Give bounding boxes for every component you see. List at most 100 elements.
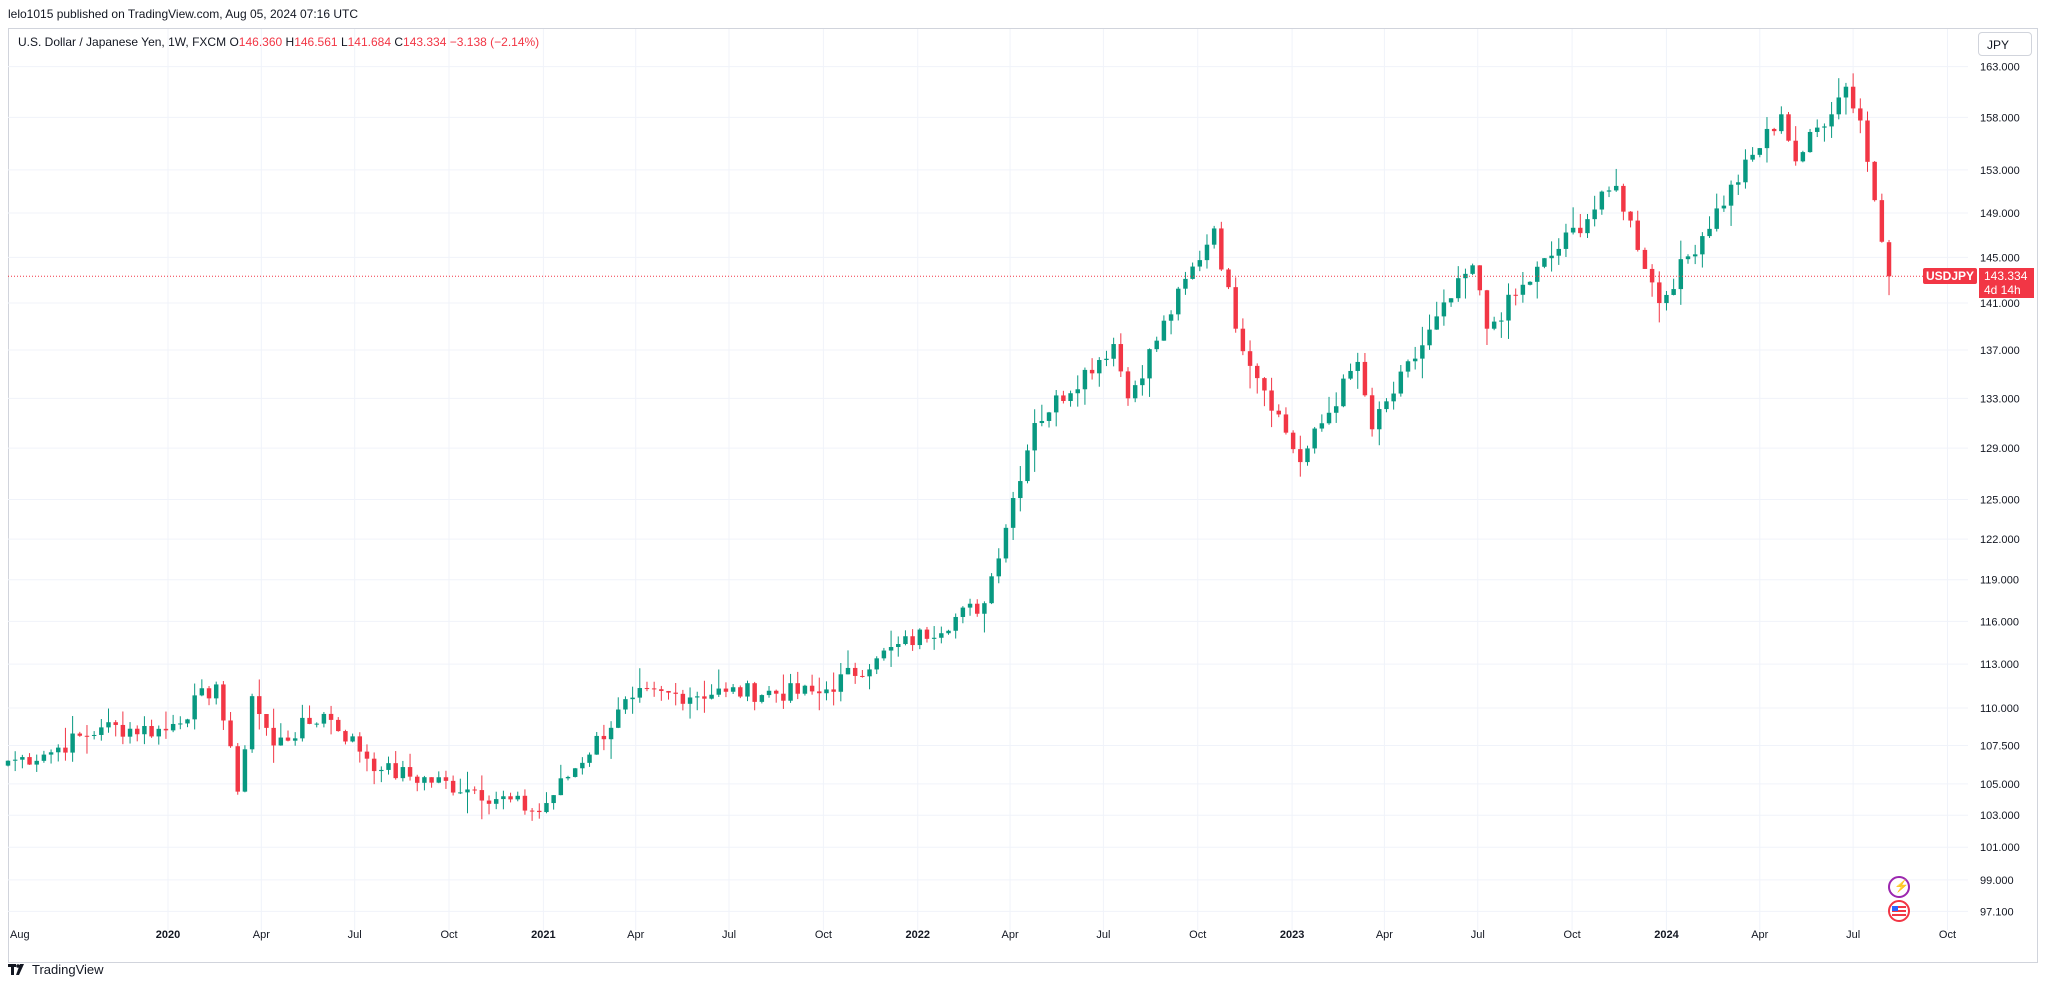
candle-body — [1621, 185, 1626, 212]
candle-body — [178, 723, 183, 725]
candle-body — [508, 796, 513, 800]
candle-body — [1240, 328, 1246, 352]
candle-body — [903, 636, 908, 645]
candle-body — [450, 780, 456, 793]
candle-body — [1326, 412, 1332, 424]
brand-name: TradingView — [32, 962, 104, 977]
candle-body — [1822, 126, 1827, 128]
lightning-icon[interactable] — [1888, 876, 1910, 898]
candle-body — [838, 674, 844, 692]
candle-body — [565, 776, 571, 779]
candle-body — [687, 697, 693, 704]
candle-body — [56, 747, 61, 753]
candle-body — [350, 736, 355, 742]
candle-body — [781, 693, 786, 701]
candle-body — [113, 722, 118, 725]
candle-body — [960, 607, 966, 617]
candle-body — [1714, 208, 1719, 229]
candle-body — [1053, 395, 1059, 413]
candle-body — [1671, 289, 1676, 295]
legend-change: −3.138 (−2.14%) — [449, 35, 540, 49]
candle-body — [1039, 420, 1045, 424]
candle-body — [1305, 448, 1310, 463]
candle-body — [1592, 209, 1597, 220]
candle-body — [644, 688, 650, 690]
legend-close: C143.334 — [394, 35, 447, 49]
chart-pane[interactable] — [8, 28, 2038, 963]
candle-body — [953, 616, 958, 631]
time-axis[interactable]: Aug 2020 Apr Jul Oct 2021 Apr Jul Oct 2022 Apr Jul O… — [10, 929, 1956, 941]
candle-body — [551, 795, 556, 804]
candle-body — [1506, 294, 1511, 321]
candle-body — [1771, 128, 1777, 132]
candle-body — [479, 790, 485, 801]
candle-body — [1032, 423, 1037, 451]
time-tick-label: Oct — [440, 929, 457, 941]
candle-body — [163, 728, 169, 731]
candle-body — [1649, 268, 1655, 283]
candle-body — [852, 667, 858, 676]
candle-body — [773, 690, 779, 694]
candle-body — [1333, 406, 1339, 413]
candle-body — [1089, 369, 1095, 374]
candle-body — [465, 789, 470, 793]
candle-body — [1204, 244, 1210, 261]
candle-body — [1211, 228, 1217, 245]
candle-body — [1664, 294, 1669, 304]
candle-body — [1276, 410, 1281, 415]
candle-body — [1154, 340, 1159, 350]
last-price-symbol-label: USDJPY — [1923, 268, 1977, 285]
price-tick-label: 163.000 — [1980, 62, 2020, 74]
footer-brand[interactable]: TradingView — [8, 962, 104, 977]
candle-body — [831, 689, 836, 692]
candle-body — [486, 800, 492, 804]
published-line: lelo1015 published on TradingView.com, A… — [8, 7, 359, 21]
legend-open: O146.360 — [229, 35, 283, 49]
candle-body — [429, 777, 434, 783]
candle-body — [1377, 409, 1382, 430]
price-tick-label: 103.000 — [1980, 810, 2020, 822]
candle-body — [1412, 358, 1418, 362]
candle-body — [824, 689, 829, 694]
candle-body — [120, 724, 126, 737]
candle-body — [213, 684, 219, 699]
candle-body — [436, 777, 441, 783]
time-tick-label: Apr — [1376, 929, 1393, 941]
candle-body — [623, 699, 628, 710]
candle-body — [1872, 161, 1877, 201]
candle-body — [1850, 86, 1856, 109]
candle-body — [1025, 450, 1030, 482]
candle-body — [185, 719, 190, 724]
currency-selector[interactable]: JPY — [1978, 32, 2032, 56]
candle-body — [1420, 345, 1425, 359]
candle-body — [1147, 349, 1152, 379]
candle-body — [1427, 329, 1432, 346]
candle-body — [1499, 320, 1504, 322]
us-flag-icon[interactable] — [1888, 900, 1910, 922]
candle-body — [20, 757, 25, 760]
candle-body — [1678, 259, 1684, 290]
candle-body — [12, 759, 18, 761]
candle-body — [572, 768, 578, 777]
candle-body — [867, 669, 872, 677]
candle-body — [1728, 184, 1734, 206]
time-tick-label: Jul — [722, 929, 736, 941]
candle-body — [1807, 131, 1813, 153]
candle-body — [759, 695, 765, 702]
candle-body — [199, 688, 205, 696]
candle-body — [860, 675, 865, 677]
candle-body — [242, 749, 248, 792]
candle-body — [680, 693, 686, 704]
candle-body — [1290, 432, 1296, 450]
candle-body — [1398, 371, 1404, 394]
candle-body — [896, 644, 901, 648]
candle-body — [515, 795, 520, 800]
candle-body — [601, 735, 607, 740]
candle-body — [1255, 365, 1260, 379]
time-tick-label: Oct — [1564, 929, 1581, 941]
candle-body — [343, 731, 348, 742]
price-axis[interactable]: 97.100 99.000 101.000 103.000 105.000 107.500… — [1980, 62, 2020, 919]
candle-body — [1779, 114, 1784, 132]
candle-body — [1233, 287, 1238, 329]
